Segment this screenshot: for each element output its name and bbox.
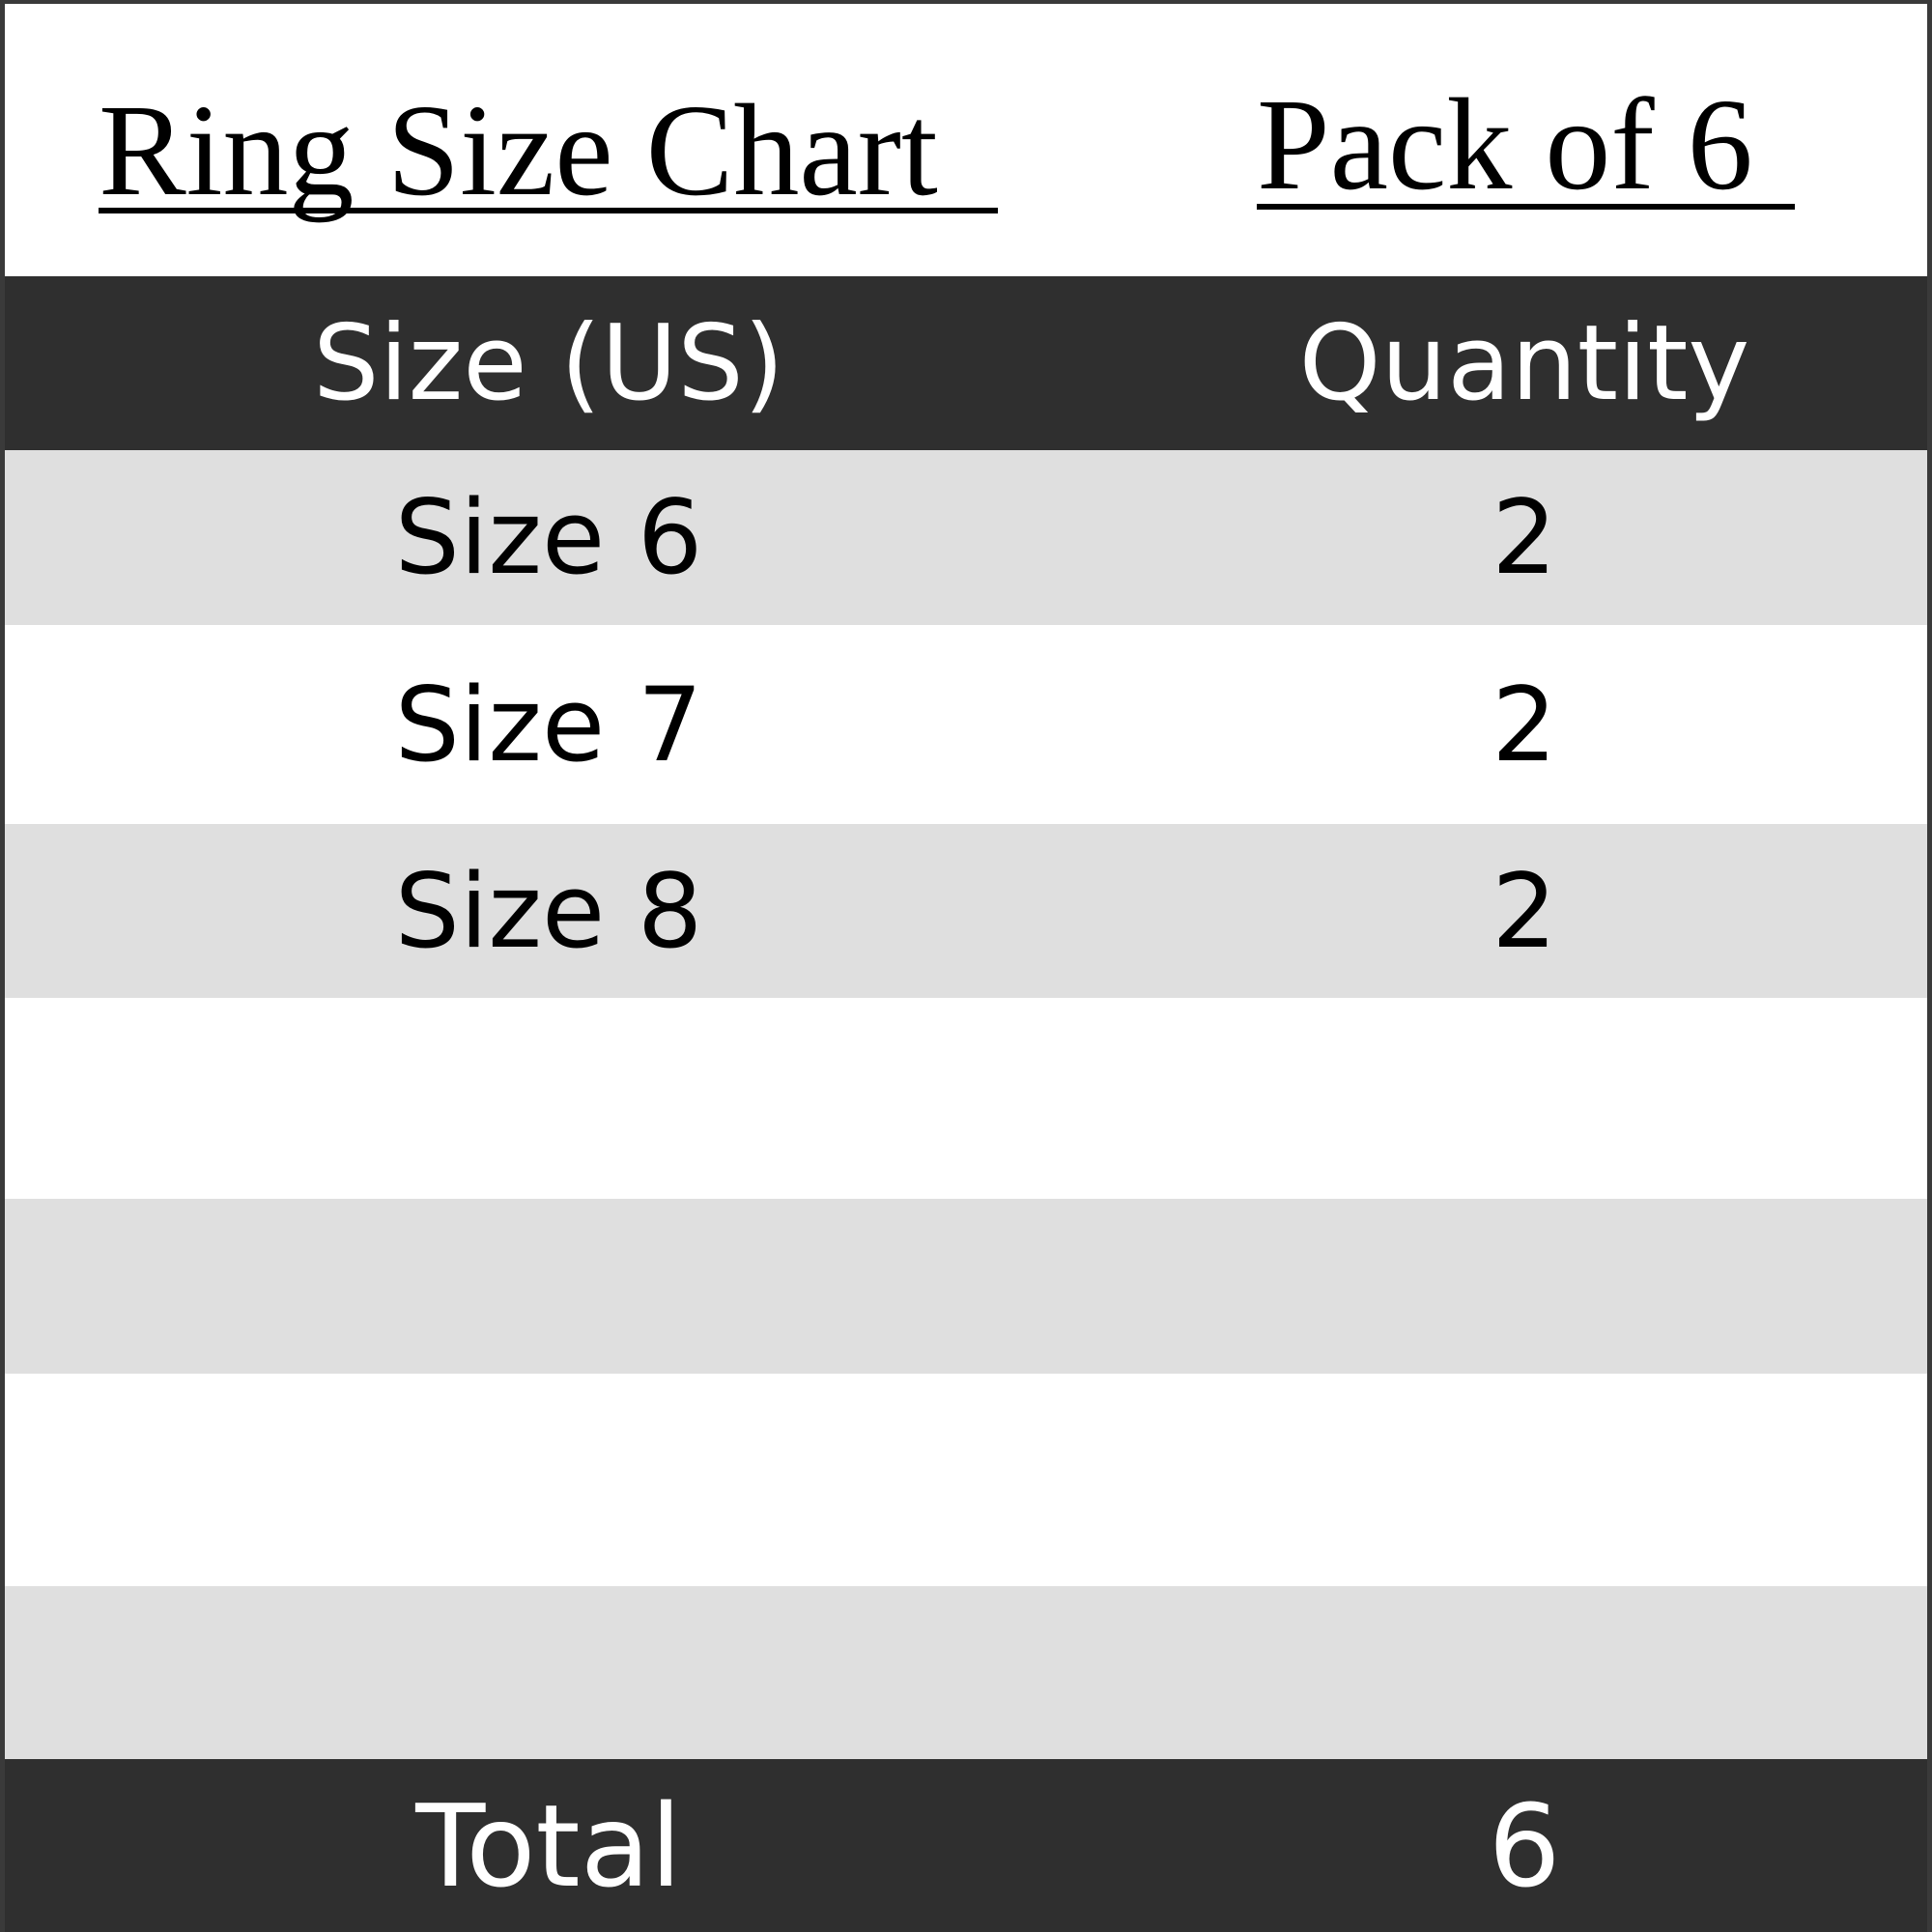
title-underline	[99, 208, 998, 213]
row-size: Size 6	[394, 478, 703, 597]
row-size: Size 8	[394, 851, 703, 971]
table-row: Size 6 2	[5, 450, 1927, 625]
row-quantity: 2	[1492, 478, 1557, 597]
row-size: Size 7	[394, 665, 703, 784]
table-row	[5, 1199, 1927, 1374]
row-quantity: 2	[1492, 665, 1557, 784]
total-value: 6	[1488, 1778, 1561, 1913]
header-quantity: Quantity	[1298, 302, 1750, 424]
table-row	[5, 998, 1927, 1199]
header-size: Size (US)	[313, 302, 784, 424]
pack-underline	[1257, 204, 1795, 210]
table-row: Size 7 2	[5, 625, 1927, 824]
row-quantity: 2	[1492, 851, 1557, 971]
table-row	[5, 1586, 1927, 1759]
total-label: Total	[415, 1778, 682, 1913]
table-header: Size (US) Quantity	[5, 276, 1927, 450]
table-row	[5, 1374, 1927, 1586]
table-row: Size 8 2	[5, 824, 1927, 998]
chart-title: Ring Size Chart	[99, 78, 938, 223]
pack-title: Pack of 6	[1257, 72, 1753, 217]
total-row: Total 6	[5, 1759, 1927, 1932]
